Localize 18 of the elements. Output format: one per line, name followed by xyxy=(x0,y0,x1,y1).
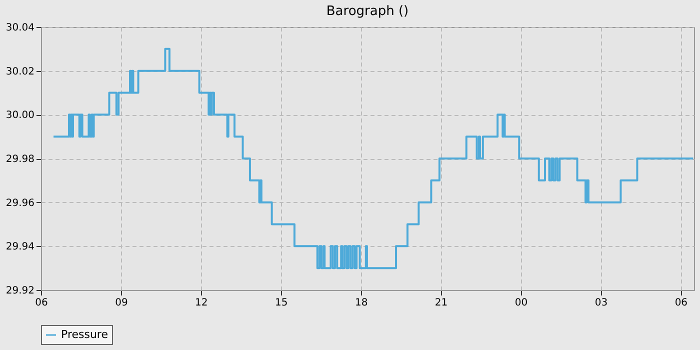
x-tick-label: 00 xyxy=(514,298,528,308)
y-tick-label: 29.96 xyxy=(6,198,34,209)
y-tick-label: 29.94 xyxy=(6,242,34,253)
y-tick-label: 30.02 xyxy=(6,66,34,78)
x-tick-label: 06 xyxy=(35,298,48,308)
y-tick-label: 30.00 xyxy=(6,110,34,122)
x-tick-label: 21 xyxy=(434,298,448,308)
y-tick-label: 30.04 xyxy=(6,22,34,34)
legend-label: Pressure xyxy=(61,328,108,341)
x-tick-label: 03 xyxy=(594,298,608,308)
x-tick-label: 15 xyxy=(275,298,288,308)
x-tick-label: 09 xyxy=(115,298,128,308)
x-tick-label: 18 xyxy=(354,298,368,308)
x-tick-label: 12 xyxy=(195,298,208,308)
chart-title: Barograph () xyxy=(326,4,409,19)
y-tick-label: 29.98 xyxy=(6,154,34,165)
x-tick-label: 06 xyxy=(674,298,688,308)
y-tick-label: 29.92 xyxy=(6,286,34,296)
